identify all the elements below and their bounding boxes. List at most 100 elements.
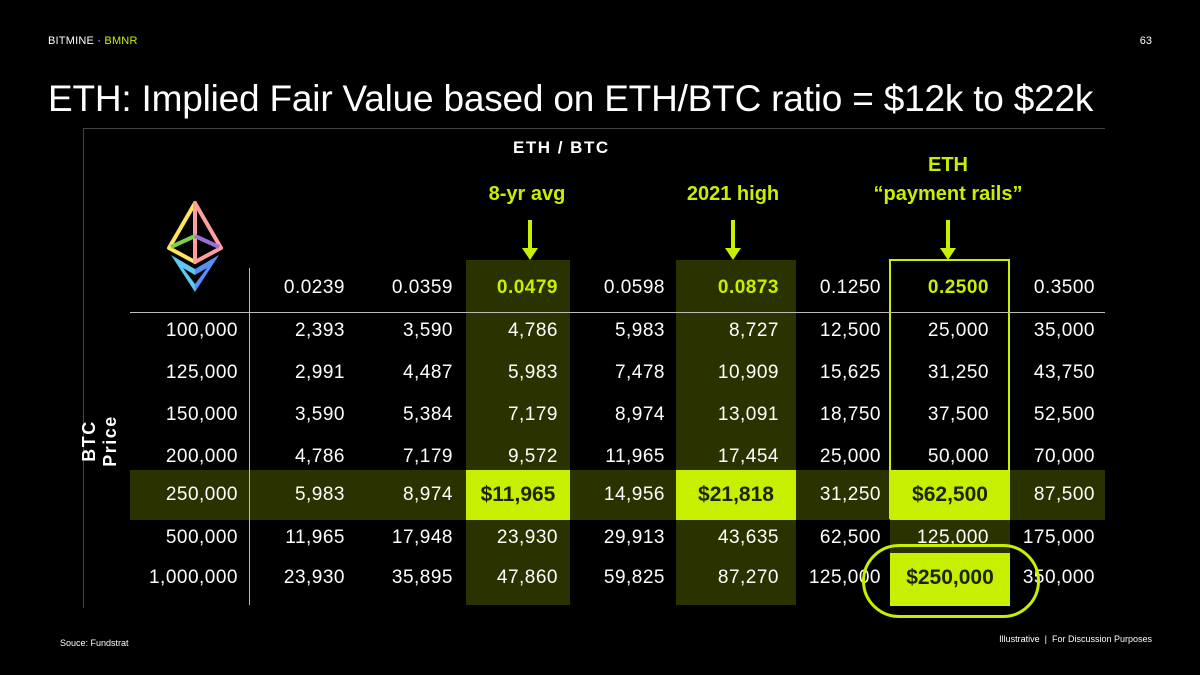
column-band-2021-high bbox=[676, 260, 796, 605]
table-cell: 11,965 bbox=[605, 446, 665, 467]
column-header: 0.1250 bbox=[819, 277, 881, 298]
table-cell: 17,454 bbox=[717, 446, 779, 467]
frame-divider-top bbox=[83, 128, 1105, 129]
brand-separator: · bbox=[94, 35, 105, 47]
highlighted-value-cell: $21,818 bbox=[698, 483, 774, 506]
table-cell: 4,487 bbox=[402, 362, 453, 383]
table-cell: 14,956 bbox=[603, 484, 665, 505]
table-cell: 87,270 bbox=[717, 567, 779, 588]
table-cell: 47,860 bbox=[496, 567, 558, 588]
column-axis-label: ETH / BTC bbox=[513, 138, 610, 157]
table-cell: 3,590 bbox=[402, 320, 453, 341]
column-band-8yr-avg bbox=[466, 260, 570, 605]
callout-2021-high: 2021 high bbox=[686, 183, 780, 205]
highlighted-value-cell: $250,000 bbox=[906, 566, 994, 589]
table-cell: 70,000 bbox=[1033, 446, 1095, 467]
table-cell: 17,948 bbox=[391, 527, 453, 548]
table-cell: 125,000 bbox=[916, 527, 989, 548]
brand-name: BITMINE bbox=[48, 35, 95, 47]
table-cell: 43,750 bbox=[1033, 362, 1095, 383]
table-cell: 35,895 bbox=[391, 567, 453, 588]
table-cell: 350,000 bbox=[1022, 567, 1095, 588]
table-cell: 8,974 bbox=[614, 404, 665, 425]
table-cell: 29,913 bbox=[603, 527, 665, 548]
column-header: 0.0873 bbox=[717, 277, 779, 298]
ethereum-icon bbox=[167, 201, 223, 292]
table-cell: 5,384 bbox=[402, 404, 453, 425]
column-header: 0.0359 bbox=[391, 277, 453, 298]
source-note: Souce: Fundstrat bbox=[60, 638, 129, 648]
row-label: 100,000 bbox=[165, 320, 238, 341]
table-cell: 8,727 bbox=[728, 320, 779, 341]
table-cell: 5,983 bbox=[507, 362, 558, 383]
table-cell: 43,635 bbox=[717, 527, 779, 548]
table-cell: 31,250 bbox=[927, 362, 989, 383]
highlight-cell-avg bbox=[466, 470, 570, 520]
column-header: 0.2500 bbox=[927, 277, 989, 298]
highlighted-value-cell: $11,965 bbox=[480, 483, 556, 506]
highlight-cell-rails bbox=[890, 470, 1010, 520]
arrow-down-icon bbox=[522, 248, 538, 260]
table-cell: 11,965 bbox=[285, 527, 345, 548]
column-header: 0.0239 bbox=[283, 277, 345, 298]
page-number: 63 bbox=[1139, 35, 1152, 47]
table-cell: 23,930 bbox=[283, 567, 345, 588]
table-cell: 3,590 bbox=[294, 404, 345, 425]
table-cell: 37,500 bbox=[927, 404, 989, 425]
column-header: 0.0598 bbox=[603, 277, 665, 298]
table-cell: 23,930 bbox=[496, 527, 558, 548]
table-cell: 5,983 bbox=[614, 320, 665, 341]
table-cell: 31,250 bbox=[819, 484, 881, 505]
arrow-8yr-avg-shaft bbox=[528, 220, 532, 250]
highlight-cell-high bbox=[676, 470, 796, 520]
brand-ticker: BMNR bbox=[104, 35, 138, 47]
circle-annotation bbox=[862, 544, 1040, 618]
callout-8yr-avg: 8-yr avg bbox=[488, 183, 566, 205]
disclaimer: Illustrative | For Discussion Purposes bbox=[999, 634, 1152, 644]
cell-band-500k-rails bbox=[890, 519, 1010, 553]
column-header: 0.0479 bbox=[496, 277, 558, 298]
callout-rails-line1: ETH bbox=[928, 154, 968, 176]
table-cell: 87,500 bbox=[1033, 484, 1095, 505]
table-cell: 50,000 bbox=[927, 446, 989, 467]
table-cell: 2,991 bbox=[294, 362, 345, 383]
rails-column-outline bbox=[889, 259, 1010, 519]
highlight-cell-250k bbox=[890, 553, 1010, 606]
table-cell: 10,909 bbox=[717, 362, 779, 383]
label-divider bbox=[249, 268, 250, 605]
row-label: 125,000 bbox=[165, 362, 238, 383]
callout-rails-line2: “payment rails” bbox=[873, 183, 1023, 205]
row-label: 1,000,000 bbox=[148, 567, 238, 588]
table-cell: 4,786 bbox=[294, 446, 345, 467]
row-label: 250,000 bbox=[165, 484, 238, 505]
table-cell: 4,786 bbox=[507, 320, 558, 341]
table-cell: 35,000 bbox=[1033, 320, 1095, 341]
row-axis-label: BTC Price bbox=[79, 415, 120, 467]
row-label: 200,000 bbox=[165, 446, 238, 467]
table-cell: 13,091 bbox=[717, 404, 779, 425]
table-cell: 25,000 bbox=[927, 320, 989, 341]
page-title: ETH: Implied Fair Value based on ETH/BTC… bbox=[48, 78, 1094, 119]
row-label: 500,000 bbox=[165, 527, 238, 548]
table-cell: 59,825 bbox=[603, 567, 665, 588]
table-cell: 9,572 bbox=[507, 446, 558, 467]
table-cell: 25,000 bbox=[819, 446, 881, 467]
table-cell: 12,500 bbox=[819, 320, 881, 341]
header-divider bbox=[130, 312, 1105, 313]
table-cell: 7,179 bbox=[402, 446, 453, 467]
table-cell: 7,478 bbox=[614, 362, 665, 383]
arrow-down-icon bbox=[725, 248, 741, 260]
column-header: 0.3500 bbox=[1033, 277, 1095, 298]
table-cell: 7,179 bbox=[507, 404, 558, 425]
table-cell: 2,393 bbox=[294, 320, 345, 341]
table-cell: 18,750 bbox=[819, 404, 881, 425]
arrow-down-icon bbox=[940, 248, 956, 260]
table-cell: 15,625 bbox=[819, 362, 881, 383]
table-cell: 62,500 bbox=[819, 527, 881, 548]
arrow-rails-shaft bbox=[946, 220, 950, 250]
highlighted-value-cell: $62,500 bbox=[912, 483, 988, 506]
table-cell: 175,000 bbox=[1022, 527, 1095, 548]
frame-divider-left bbox=[83, 128, 84, 608]
row-label: 150,000 bbox=[165, 404, 238, 425]
table-cell: 52,500 bbox=[1033, 404, 1095, 425]
